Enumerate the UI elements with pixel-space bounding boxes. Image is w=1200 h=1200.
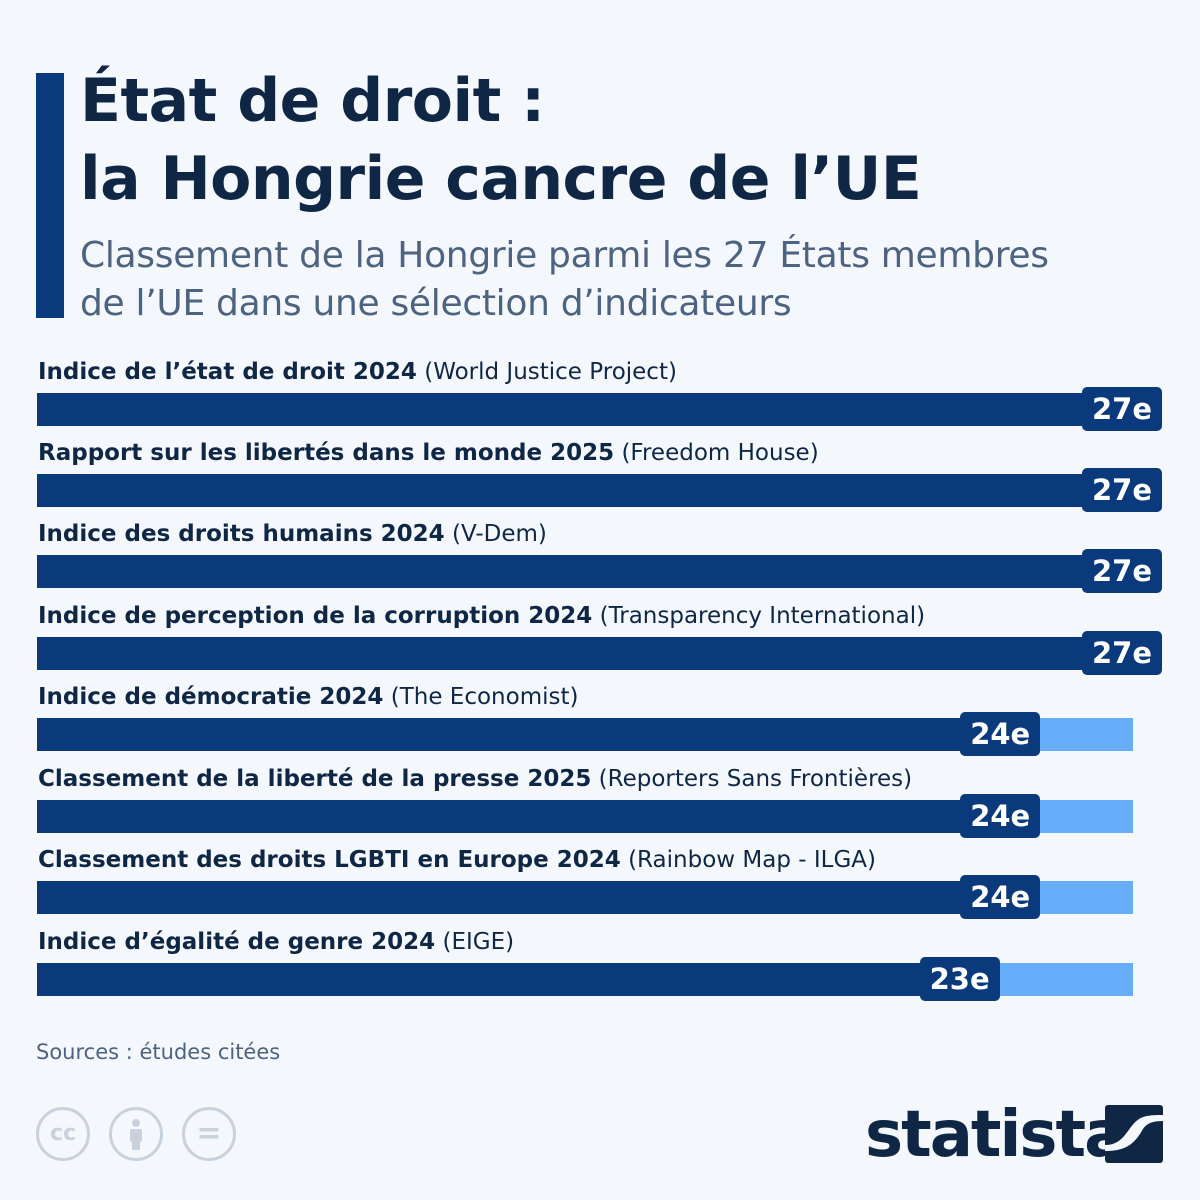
bar [37, 393, 1133, 426]
bar-row: Indice de perception de la corruption 20… [37, 601, 1167, 681]
attribution-icon [109, 1107, 163, 1161]
subtitle-line-2: de l’UE dans une sélection d’indicateurs [80, 283, 792, 324]
category-label: Rapport sur les libertés dans le monde 2… [38, 438, 819, 468]
indicator-source: (Freedom House) [621, 440, 819, 466]
cc-icon: cc [36, 1107, 90, 1161]
data-label: 27e [1082, 468, 1162, 512]
data-label: 27e [1082, 631, 1162, 675]
indicator-source: (Transparency International) [599, 603, 926, 629]
bar-row: Indice d’égalité de genre 2024 (EIGE) 23e [37, 927, 1167, 1007]
bar-track: 24e [37, 712, 1133, 756]
bar-track: 24e [37, 794, 1133, 838]
bar-track: 27e [37, 468, 1162, 512]
source-note: Sources : études citées [36, 1040, 281, 1064]
category-label: Classement des droits LGBTI en Europe 20… [38, 845, 876, 875]
bar-row: Indice de démocratie 2024 (The Economist… [37, 682, 1167, 762]
title-accent-bar [36, 73, 64, 318]
data-label: 24e [960, 875, 1041, 919]
statista-logo: statista [865, 1098, 1127, 1172]
data-label: 27e [1082, 549, 1162, 593]
indicator-name: Indice de perception de la corruption 20… [38, 603, 593, 629]
indicator-name: Indice des droits humains 2024 [38, 521, 445, 547]
bar-row: Classement des droits LGBTI en Europe 20… [37, 845, 1167, 925]
title-line-2: la Hongrie cancre de l’UE [80, 144, 922, 214]
bar-track: 27e [37, 549, 1162, 593]
bar [37, 881, 1012, 914]
indicator-source: (Rainbow Map - ILGA) [628, 847, 876, 873]
title-line-1: État de droit : [80, 66, 545, 136]
page-title: État de droit : la Hongrie cancre de l’U… [80, 62, 922, 218]
indicator-source: (The Economist) [390, 684, 579, 710]
category-label: Indice de perception de la corruption 20… [38, 601, 925, 631]
indicator-name: Indice d’égalité de genre 2024 [38, 929, 436, 955]
category-label: Indice des droits humains 2024 (V-Dem) [38, 519, 547, 549]
bar [37, 474, 1133, 507]
bar [37, 800, 1012, 833]
indicator-name: Classement de la liberté de la presse 20… [38, 766, 592, 792]
bar [37, 637, 1133, 670]
statista-logo-mark-icon [1105, 1105, 1163, 1163]
no-derivatives-icon: = [182, 1107, 236, 1161]
bar-track: 27e [37, 387, 1162, 431]
indicator-source: (V-Dem) [451, 521, 547, 547]
indicator-source: (World Justice Project) [424, 359, 677, 385]
data-label: 24e [960, 794, 1041, 838]
category-label: Indice d’égalité de genre 2024 (EIGE) [38, 927, 514, 957]
subtitle-line-1: Classement de la Hongrie parmi les 27 Ét… [80, 235, 1049, 276]
bar [37, 963, 971, 996]
bar [37, 555, 1133, 588]
data-label: 24e [960, 712, 1041, 756]
subtitle: Classement de la Hongrie parmi les 27 Ét… [80, 232, 1180, 328]
bar-row: Indice de l’état de droit 2024 (World Ju… [37, 357, 1167, 437]
indicator-name: Classement des droits LGBTI en Europe 20… [38, 847, 621, 873]
bar-track: 27e [37, 631, 1162, 675]
category-label: Indice de démocratie 2024 (The Economist… [38, 682, 578, 712]
data-label: 23e [919, 957, 1000, 1001]
bar-track: 24e [37, 875, 1133, 919]
bar-row: Classement de la liberté de la presse 20… [37, 764, 1167, 844]
category-label: Classement de la liberté de la presse 20… [38, 764, 912, 794]
indicator-name: Indice de démocratie 2024 [38, 684, 384, 710]
indicator-source: (EIGE) [442, 929, 515, 955]
indicator-name: Rapport sur les libertés dans le monde 2… [38, 440, 615, 466]
category-label: Indice de l’état de droit 2024 (World Ju… [38, 357, 677, 387]
data-label: 27e [1082, 387, 1162, 431]
indicator-name: Indice de l’état de droit 2024 [38, 359, 417, 385]
bar-row: Indice des droits humains 2024 (V-Dem) 27… [37, 519, 1167, 599]
bar [37, 718, 1012, 751]
indicator-source: (Reporters Sans Frontières) [598, 766, 913, 792]
bar-row: Rapport sur les libertés dans le monde 2… [37, 438, 1167, 518]
bar-track: 23e [37, 957, 1133, 1001]
